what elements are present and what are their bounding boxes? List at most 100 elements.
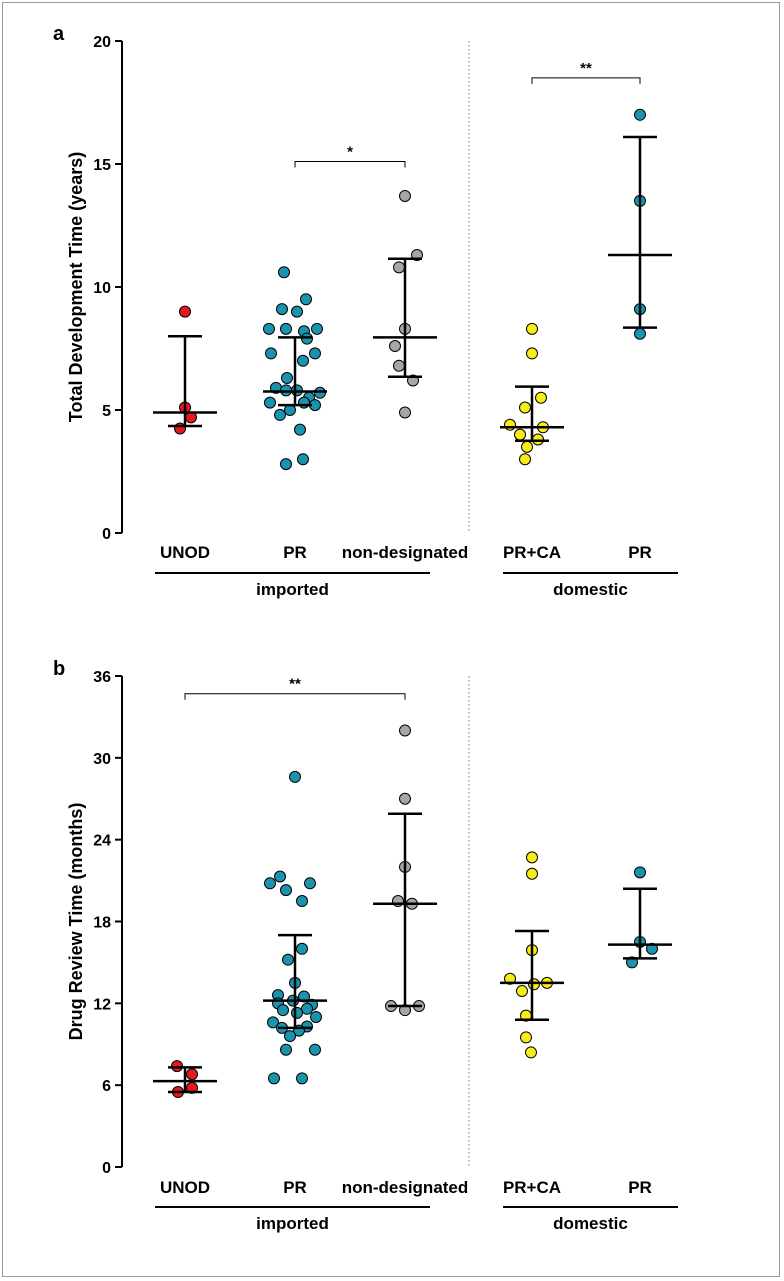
group-label: imported <box>256 1214 329 1233</box>
data-point <box>294 423 306 436</box>
data-point <box>309 1043 321 1056</box>
data-point <box>310 1010 322 1023</box>
data-point <box>171 1060 183 1073</box>
data-point <box>289 770 301 783</box>
data-point <box>282 953 294 966</box>
y-tick-label: 15 <box>93 157 111 174</box>
y-tick-label: 10 <box>93 280 111 297</box>
data-point <box>274 408 286 421</box>
data-point <box>520 1031 532 1044</box>
y-axis-label: Drug Review Time (months) <box>66 803 86 1041</box>
data-point <box>519 453 531 466</box>
data-point <box>389 340 401 353</box>
group-label: domestic <box>553 1214 628 1233</box>
significance-label: ** <box>289 676 301 693</box>
significance-bracket <box>294 161 406 168</box>
data-point <box>280 884 292 897</box>
data-point <box>296 1072 308 1085</box>
series-non-designated <box>373 189 437 419</box>
data-point <box>525 1046 537 1059</box>
data-point <box>528 978 540 991</box>
data-point <box>393 261 405 274</box>
category-label: non-designated <box>342 543 469 562</box>
data-point <box>521 440 533 453</box>
y-tick-label: 0 <box>102 1160 111 1177</box>
y-axis-label: Total Development Time (years) <box>66 152 86 422</box>
category-label: UNOD <box>160 543 210 562</box>
data-point <box>399 189 411 202</box>
data-point <box>311 322 323 335</box>
data-point <box>296 895 308 908</box>
data-point <box>186 1068 198 1081</box>
data-point <box>516 985 528 998</box>
data-point <box>504 418 516 431</box>
panel-letter: a <box>53 23 65 45</box>
data-point <box>277 1004 289 1017</box>
category-label: PR <box>283 1178 307 1197</box>
data-point <box>276 303 288 316</box>
series-PR <box>608 866 672 969</box>
series-PR+CA <box>500 322 564 466</box>
y-tick-label: 12 <box>93 996 111 1013</box>
y-tick-label: 5 <box>102 403 111 420</box>
data-point <box>284 1030 296 1043</box>
data-point <box>526 322 538 335</box>
data-point <box>634 108 646 121</box>
data-point <box>399 406 411 419</box>
y-tick-label: 24 <box>93 833 111 850</box>
data-point <box>263 322 275 335</box>
data-point <box>526 851 538 864</box>
significance-bracket <box>531 77 641 84</box>
category-label: PR <box>283 543 307 562</box>
data-point <box>634 866 646 879</box>
data-point <box>268 1072 280 1085</box>
data-point <box>267 1016 279 1029</box>
data-point <box>280 1043 292 1056</box>
series-UNOD <box>153 1060 217 1098</box>
data-point <box>278 266 290 279</box>
data-point <box>504 972 516 985</box>
data-point <box>280 458 292 471</box>
category-label: PR <box>628 543 652 562</box>
data-point <box>626 956 638 969</box>
significance-label: ** <box>580 60 592 77</box>
y-tick-label: 0 <box>102 526 111 543</box>
group-label: imported <box>256 580 329 599</box>
data-point <box>264 877 276 890</box>
data-point <box>526 347 538 360</box>
category-label: UNOD <box>160 1178 210 1197</box>
data-point <box>298 990 310 1003</box>
data-point <box>301 1002 313 1015</box>
data-point <box>297 354 309 367</box>
data-point <box>634 327 646 340</box>
data-point <box>514 428 526 441</box>
data-point <box>291 305 303 318</box>
y-tick-label: 20 <box>93 34 111 51</box>
data-point <box>399 792 411 805</box>
data-point <box>393 359 405 372</box>
panel-letter: b <box>53 658 65 680</box>
significance-bracket <box>184 693 406 700</box>
series-non-designated <box>373 724 437 1017</box>
y-tick-label: 6 <box>102 1078 111 1095</box>
panel-b: b 0 6 12 18 24 30 36 Drug Review Time (months) UN… <box>53 658 678 1233</box>
series-UNOD <box>153 305 217 435</box>
data-point <box>298 396 310 409</box>
data-point <box>304 877 316 890</box>
data-point <box>309 347 321 360</box>
y-tick-label: 18 <box>93 915 111 932</box>
data-point <box>296 942 308 955</box>
data-point <box>264 396 276 409</box>
data-point <box>281 372 293 385</box>
data-point <box>179 305 191 318</box>
data-point <box>186 1081 198 1094</box>
y-tick-label: 36 <box>93 669 111 686</box>
significance-label: * <box>347 144 353 161</box>
group-label: domestic <box>553 580 628 599</box>
series-PR+CA <box>500 851 564 1059</box>
data-point <box>265 347 277 360</box>
category-label: PR+CA <box>503 543 561 562</box>
series-PR <box>263 770 327 1085</box>
